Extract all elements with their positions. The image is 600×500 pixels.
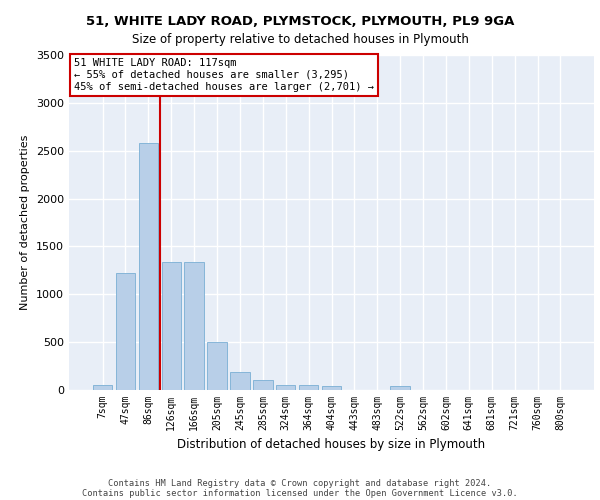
Bar — [184, 262, 204, 390]
Bar — [276, 385, 295, 390]
Y-axis label: Number of detached properties: Number of detached properties — [20, 135, 31, 310]
Bar — [139, 143, 158, 390]
Text: Contains HM Land Registry data © Crown copyright and database right 2024.: Contains HM Land Registry data © Crown c… — [109, 478, 491, 488]
Text: Contains public sector information licensed under the Open Government Licence v3: Contains public sector information licen… — [82, 488, 518, 498]
Bar — [116, 273, 135, 390]
Bar — [93, 385, 112, 390]
Text: Size of property relative to detached houses in Plymouth: Size of property relative to detached ho… — [131, 32, 469, 46]
Bar — [391, 386, 410, 390]
X-axis label: Distribution of detached houses by size in Plymouth: Distribution of detached houses by size … — [178, 438, 485, 452]
Bar — [230, 372, 250, 390]
Text: 51, WHITE LADY ROAD, PLYMSTOCK, PLYMOUTH, PL9 9GA: 51, WHITE LADY ROAD, PLYMSTOCK, PLYMOUTH… — [86, 15, 514, 28]
Bar — [208, 342, 227, 390]
Bar — [161, 262, 181, 390]
Bar — [299, 385, 319, 390]
Text: 51 WHITE LADY ROAD: 117sqm
← 55% of detached houses are smaller (3,295)
45% of s: 51 WHITE LADY ROAD: 117sqm ← 55% of deta… — [74, 58, 374, 92]
Bar — [322, 386, 341, 390]
Bar — [253, 380, 272, 390]
